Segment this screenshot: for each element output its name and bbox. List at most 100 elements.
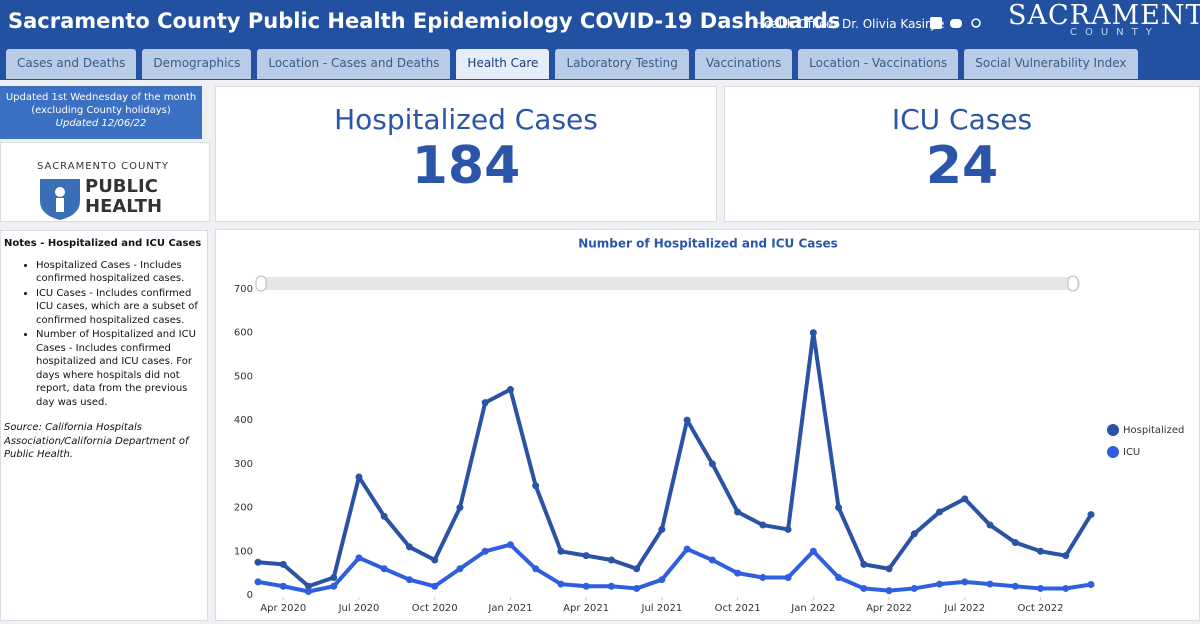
- data-point: [330, 574, 338, 582]
- notes-panel: Notes - Hospitalized and ICU Cases Hospi…: [0, 230, 208, 621]
- data-point: [683, 545, 691, 553]
- data-point: [254, 558, 262, 566]
- data-point: [1087, 511, 1095, 519]
- tab[interactable]: Social Vulnerability Index: [964, 49, 1138, 79]
- data-point: [759, 521, 767, 529]
- kpi-card: ICU Cases 24: [724, 86, 1200, 222]
- data-point: [910, 530, 918, 538]
- x-tick-label: Jan 2021: [487, 603, 532, 614]
- x-tick-label: Apr 2021: [563, 603, 609, 614]
- data-point: [456, 565, 464, 573]
- data-point: [910, 584, 918, 592]
- data-point: [330, 582, 338, 590]
- data-point: [759, 574, 767, 582]
- data-point: [860, 584, 868, 592]
- kpi-label: Hospitalized Cases: [334, 103, 598, 136]
- data-point: [986, 580, 994, 588]
- logo-line: PUBLIC: [85, 176, 158, 197]
- slider-handle[interactable]: [1067, 275, 1079, 292]
- data-point: [380, 512, 388, 520]
- data-point: [532, 565, 540, 573]
- y-tick-label: 600: [234, 328, 253, 339]
- source: Source: California Hospitals Association…: [4, 422, 189, 460]
- data-point: [607, 582, 615, 590]
- data-point: [885, 565, 893, 573]
- slider-handle[interactable]: [255, 275, 267, 292]
- data-point: [431, 582, 439, 590]
- data-point: [304, 588, 312, 596]
- data-point: [506, 386, 514, 394]
- data-point: [936, 508, 944, 516]
- data-point: [607, 556, 615, 564]
- data-point: [557, 580, 565, 588]
- data-point: [355, 554, 363, 562]
- logo-shield: [40, 179, 80, 220]
- data-point: [936, 580, 944, 588]
- x-tick-label: Oct 2020: [412, 603, 458, 614]
- kpi-value: 184: [411, 136, 521, 196]
- update-line: Updated 12/06/22: [55, 118, 147, 129]
- y-tick-label: 0: [247, 590, 253, 601]
- data-point: [405, 543, 413, 551]
- x-tick-label: Apr 2020: [260, 603, 306, 614]
- data-point: [633, 565, 641, 573]
- x-tick-label: Oct 2022: [1018, 603, 1064, 614]
- logo-line: HEALTH: [85, 196, 163, 217]
- data-point: [1062, 584, 1070, 592]
- tab[interactable]: Health Care: [456, 49, 550, 79]
- x-tick-label: Jul 2020: [338, 603, 380, 614]
- health-officer: Health Officer Dr. Olivia Kasirye: [755, 17, 945, 31]
- county-logo-bottom: COUNTY: [1070, 27, 1160, 38]
- x-tick-label: Jul 2021: [641, 603, 683, 614]
- data-point: [860, 560, 868, 568]
- range-slider[interactable]: [260, 277, 1080, 290]
- data-point: [835, 504, 843, 512]
- update-line: Updated 1st Wednesday of the month: [5, 92, 197, 103]
- data-point: [582, 582, 590, 590]
- county-logo-top: SACRAMENTO: [1008, 0, 1200, 31]
- notes-list: Hospitalized Cases - Includes confirmed …: [1, 259, 207, 410]
- tab[interactable]: Location - Cases and Deaths: [257, 49, 451, 79]
- data-point: [708, 556, 716, 564]
- data-point: [456, 504, 464, 512]
- y-tick-label: 400: [234, 415, 253, 426]
- notes-title: Notes - Hospitalized and ICU Cases: [4, 238, 202, 249]
- tab[interactable]: Vaccinations: [694, 49, 793, 79]
- social-icons[interactable]: [930, 17, 986, 31]
- legend-marker: [1107, 446, 1119, 458]
- update-line: (excluding County holidays): [31, 105, 171, 116]
- data-point: [986, 521, 994, 529]
- kpi-value: 24: [925, 136, 999, 196]
- data-point: [532, 482, 540, 490]
- tab[interactable]: Location - Vaccinations: [798, 49, 959, 79]
- legend-marker: [1107, 424, 1119, 436]
- data-point: [658, 576, 666, 584]
- tab-bar: Cases and Deaths Demographics Location - C…: [6, 49, 1138, 79]
- data-point: [734, 569, 742, 577]
- tab[interactable]: Laboratory Testing: [555, 49, 689, 79]
- y-tick-label: 500: [234, 371, 253, 382]
- series-line: [257, 542, 1092, 594]
- data-point: [405, 576, 413, 584]
- x-tick-label: Apr 2022: [866, 603, 912, 614]
- note: ICU Cases - Includes confirmed ICU cases…: [36, 287, 207, 328]
- note: Number of Hospitalized and ICU Cases - I…: [36, 328, 207, 409]
- data-point: [784, 574, 792, 582]
- update-note: Updated 1st Wednesday of the month (excl…: [0, 86, 202, 139]
- data-point: [734, 508, 742, 516]
- series-line: [257, 330, 1093, 589]
- data-point: [1037, 584, 1045, 592]
- data-point: [1011, 539, 1019, 547]
- data-point: [304, 582, 312, 590]
- data-point: [1011, 582, 1019, 590]
- data-point: [708, 460, 716, 468]
- data-point: [835, 574, 843, 582]
- data-point: [961, 495, 969, 503]
- data-point: [481, 399, 489, 407]
- data-point: [279, 582, 287, 590]
- tab[interactable]: Cases and Deaths: [6, 49, 137, 79]
- x-tick-label: Jan 2022: [790, 603, 835, 614]
- data-point: [557, 547, 565, 555]
- logo-line: SACRAMENTO COUNTY: [37, 161, 170, 172]
- tab[interactable]: Demographics: [142, 49, 252, 79]
